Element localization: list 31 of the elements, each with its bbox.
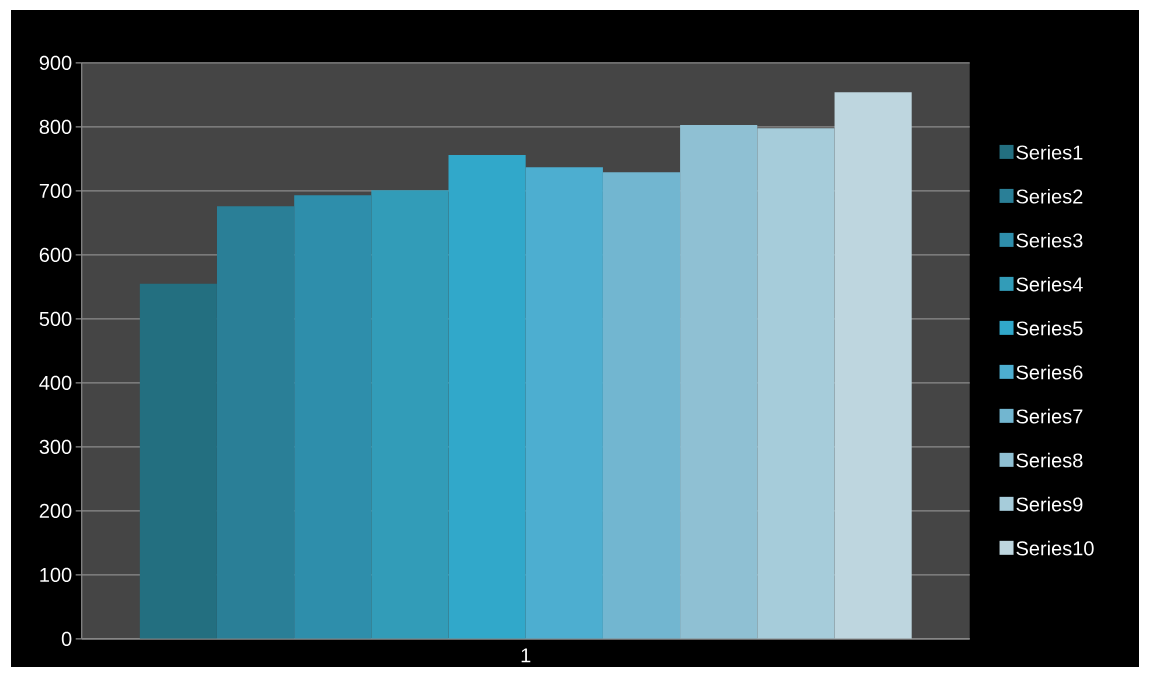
bar <box>602 172 681 639</box>
y-tick-label: 300 <box>39 439 72 454</box>
bar <box>525 167 603 639</box>
y-tick-label: 200 <box>39 503 72 518</box>
bar <box>757 128 835 639</box>
legend-label: Series1 <box>1016 144 1083 160</box>
legend-label: Series8 <box>1016 452 1083 468</box>
y-tick-label: 500 <box>39 311 72 326</box>
legend-label: Series4 <box>1016 276 1083 292</box>
y-tick-label: 0 <box>61 631 72 646</box>
bar <box>294 195 372 639</box>
legend-label: Series7 <box>1016 408 1083 424</box>
bar <box>680 124 758 639</box>
y-tick-label: 700 <box>39 183 72 198</box>
y-tick-label: 100 <box>40 567 72 582</box>
y-tick-label: 900 <box>39 55 72 70</box>
bar <box>371 190 449 639</box>
legend-label: Series9 <box>1016 496 1083 512</box>
legend-label: Series6 <box>1016 364 1083 380</box>
y-tick-label: 800 <box>39 119 72 134</box>
legend-label: Series10 <box>1016 540 1094 556</box>
legend-label: Series3 <box>1016 232 1083 248</box>
y-tick-label: 400 <box>39 375 72 390</box>
bar <box>216 206 295 639</box>
bar <box>139 283 217 639</box>
y-tick-label: 600 <box>39 247 72 262</box>
bar <box>834 92 912 639</box>
bar <box>448 155 526 639</box>
x-tick-label: 1 <box>521 648 531 663</box>
legend-label: Series5 <box>1016 320 1083 336</box>
legend-label: Series2 <box>1016 188 1083 204</box>
